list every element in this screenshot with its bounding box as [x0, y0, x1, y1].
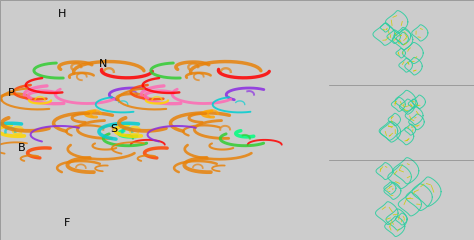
Text: P: P [8, 88, 15, 98]
Text: H: H [58, 9, 66, 19]
Text: N: N [99, 59, 107, 69]
Text: F: F [64, 218, 71, 228]
Text: S: S [110, 124, 118, 134]
Text: B: B [18, 143, 26, 153]
